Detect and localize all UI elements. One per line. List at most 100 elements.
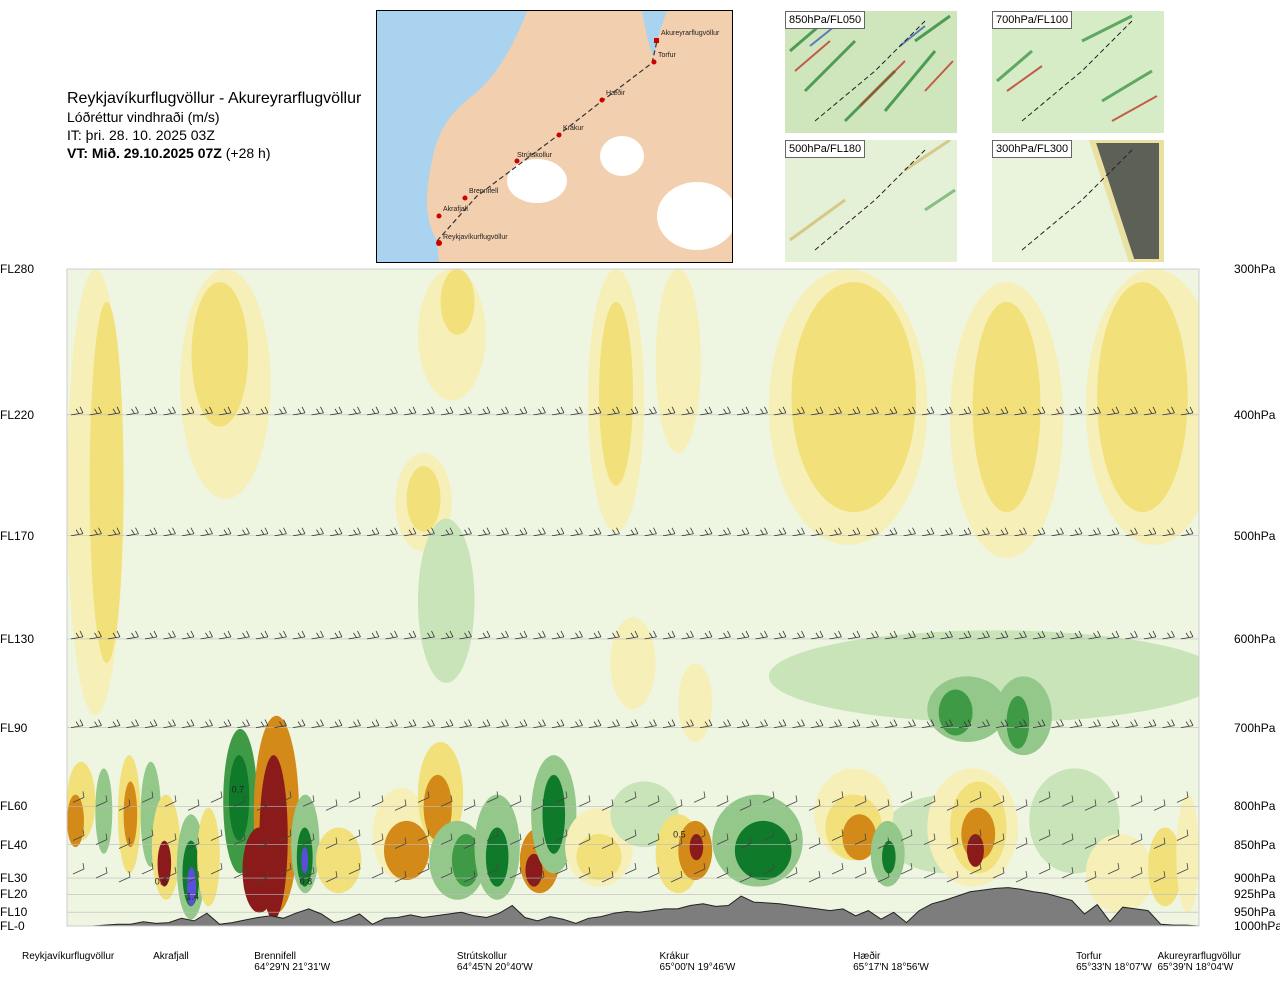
station-coordinates: 65°17'N 18°56'W — [853, 962, 929, 973]
wind-barb — [555, 829, 568, 841]
wind-barb — [969, 862, 982, 875]
wind-barb — [785, 833, 798, 845]
wind-barb — [1069, 527, 1083, 537]
wind-barb — [762, 791, 775, 803]
wind-barb — [533, 406, 546, 416]
wind-barb — [662, 630, 676, 640]
wind-barb — [1051, 630, 1064, 640]
wind-barb — [181, 527, 195, 537]
wind-barb — [922, 269, 925, 270]
wind-barb — [958, 406, 972, 416]
wind-barb — [977, 719, 990, 728]
wind-barb — [601, 870, 614, 883]
velocity-contour — [451, 834, 481, 887]
wind-barb — [311, 527, 324, 537]
level-map-500-label: 500hPa/FL180 — [785, 140, 866, 158]
level-map-300-label: 300hPa/FL300 — [992, 140, 1073, 158]
wind-barb — [903, 406, 916, 416]
wind-barb — [958, 630, 972, 640]
wind-barb — [163, 719, 176, 728]
wind-barb — [681, 630, 694, 640]
level-map-700-canvas — [992, 11, 1164, 133]
wind-barb — [644, 719, 657, 728]
flight-level-label: FL20 — [0, 887, 28, 902]
wind-barb — [1038, 791, 1051, 803]
wind-barb — [459, 269, 462, 270]
wind-barb — [1038, 829, 1051, 841]
wind-barb — [89, 527, 102, 537]
flight-level-label: FL130 — [0, 631, 35, 646]
wind-barb — [647, 795, 660, 807]
wind-barb — [514, 527, 528, 537]
velocity-contour — [768, 630, 1199, 723]
wind-barb — [877, 870, 890, 883]
wind-barb — [293, 269, 296, 270]
wind-barb — [1143, 630, 1157, 640]
station-coordinates: 65°00'N 19°46'W — [659, 962, 736, 973]
wind-barb — [718, 527, 731, 537]
wind-barb — [459, 406, 472, 416]
flight-level-label: FL30 — [0, 871, 28, 886]
wind-barb — [773, 527, 787, 537]
value-labels: 0.6 1.4 0.7 0.8 0.5 — [155, 785, 686, 902]
wind-barb — [385, 527, 398, 537]
wind-barb — [1176, 791, 1189, 803]
wind-barb — [762, 829, 775, 841]
station-label: Hæðir 65°17'N 18°56'W — [853, 951, 929, 973]
wind-barb — [866, 527, 879, 537]
wind-barb — [854, 795, 867, 807]
wind-barb — [995, 719, 1009, 728]
wind-barb — [900, 862, 913, 875]
wind-barb — [588, 630, 602, 640]
velocity-contour — [316, 827, 362, 894]
wind-barb — [1033, 269, 1036, 270]
wind-barb — [95, 833, 108, 845]
wind-barb — [792, 527, 805, 537]
level-map-700: 700hPa/FL100 — [992, 11, 1164, 133]
wind-barb — [1051, 406, 1064, 416]
station-name: Brennifell — [254, 951, 296, 962]
velocity-contour — [1006, 696, 1030, 749]
wind-barb — [496, 527, 509, 537]
wind-barb — [95, 866, 108, 879]
wind-barb — [255, 527, 269, 537]
wind-barb — [1032, 406, 1046, 416]
wind-barb — [385, 406, 398, 416]
wind-barb — [716, 866, 729, 879]
wind-barb — [255, 406, 269, 416]
wind-barb — [755, 630, 768, 640]
wind-barb — [903, 527, 916, 537]
wind-barb — [126, 406, 139, 416]
wind-barb — [884, 406, 898, 416]
wind-barb — [477, 719, 491, 728]
wind-barb — [255, 630, 269, 640]
velocity-contour — [228, 755, 250, 841]
pressure-level-label: 925hPa — [1234, 887, 1276, 902]
wind-barb — [831, 862, 844, 875]
wind-barb — [302, 833, 315, 845]
wind-barb — [884, 719, 898, 728]
wind-barb — [348, 630, 361, 640]
level-map-850: 850hPa/FL050 — [785, 11, 957, 133]
wind-barb — [533, 527, 546, 537]
waypoint-icon — [556, 132, 562, 138]
wind-barb — [1144, 269, 1147, 270]
wind-barb — [958, 719, 972, 728]
wind-barb — [829, 719, 842, 728]
wind-barb — [218, 406, 232, 416]
wind-barb — [1088, 527, 1101, 537]
wind-barb — [810, 630, 824, 640]
wind-barb — [108, 269, 111, 270]
pressure-level-label: 800hPa — [1234, 799, 1276, 814]
wind-barb — [625, 527, 639, 537]
wind-barb — [394, 799, 407, 811]
wind-barb — [89, 630, 102, 640]
wind-barb — [555, 791, 568, 803]
wind-barb — [163, 269, 166, 270]
wind-barb — [219, 269, 222, 270]
velocity-contour — [966, 834, 984, 867]
wind-barb — [921, 630, 935, 640]
wind-barb — [1180, 719, 1194, 728]
station-label: Akureyrarflugvöllur 65°39'N 18°04'W — [1158, 951, 1241, 973]
